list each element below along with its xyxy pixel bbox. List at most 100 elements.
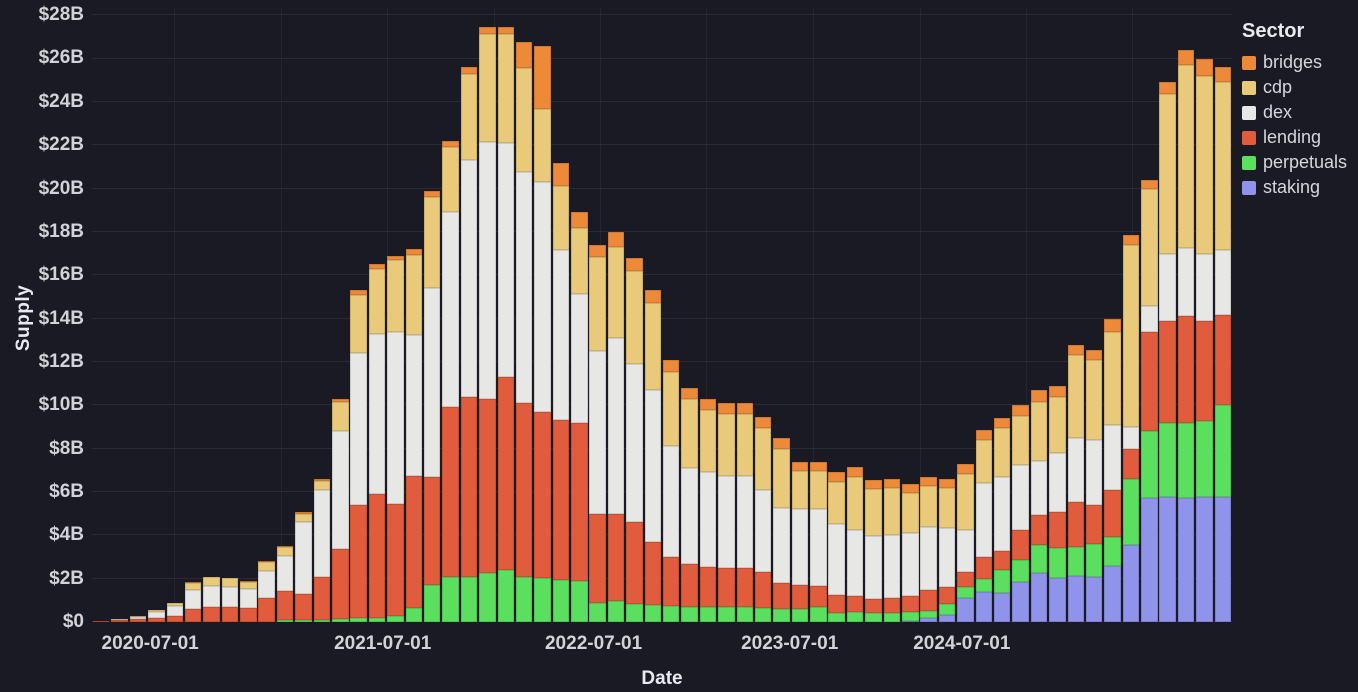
bridges-segment[interactable] — [791, 461, 809, 472]
dex-segment[interactable] — [1104, 424, 1121, 490]
bar-2021-11-01[interactable] — [442, 140, 459, 622]
cdp-segment[interactable] — [1159, 94, 1176, 254]
lending-segment[interactable] — [791, 585, 809, 609]
cdp-segment[interactable] — [699, 409, 717, 473]
lending-segment[interactable] — [313, 576, 331, 620]
cdp-segment[interactable] — [902, 493, 919, 534]
lending-segment[interactable] — [497, 377, 514, 570]
bridges-segment[interactable] — [883, 479, 901, 488]
dex-segment[interactable] — [865, 536, 882, 600]
cdp-segment[interactable] — [203, 577, 220, 586]
cdp-segment[interactable] — [938, 487, 956, 528]
perpetuals-segment[interactable] — [1122, 478, 1140, 546]
dex-segment[interactable] — [203, 585, 220, 607]
dex-segment[interactable] — [1196, 254, 1213, 322]
lending-segment[interactable] — [203, 606, 220, 622]
perpetuals-segment[interactable] — [460, 576, 478, 622]
lending-segment[interactable] — [423, 476, 441, 586]
lending-segment[interactable] — [221, 607, 239, 622]
lending-segment[interactable] — [129, 618, 147, 622]
bar-2023-10-01[interactable] — [865, 480, 882, 622]
legend-item-lending[interactable]: lending — [1242, 127, 1356, 148]
bar-2022-05-01[interactable] — [552, 162, 570, 622]
perpetuals-segment[interactable] — [1141, 431, 1158, 499]
lending-segment[interactable] — [846, 596, 864, 613]
perpetuals-segment[interactable] — [1012, 560, 1029, 582]
cdp-segment[interactable] — [552, 186, 570, 251]
lending-segment[interactable] — [736, 567, 754, 607]
bridges-segment[interactable] — [607, 231, 625, 248]
perpetuals-segment[interactable] — [681, 606, 698, 622]
bar-2022-11-01[interactable] — [663, 359, 680, 622]
staking-segment[interactable] — [1067, 576, 1084, 622]
bar-2025-03-01[interactable] — [1177, 49, 1195, 622]
lending-segment[interactable] — [276, 590, 294, 621]
lending-segment[interactable] — [1067, 501, 1084, 547]
bridges-segment[interactable] — [736, 403, 754, 414]
cdp-segment[interactable] — [313, 481, 331, 490]
dex-segment[interactable] — [975, 483, 993, 557]
bridges-segment[interactable] — [423, 190, 441, 198]
bridges-segment[interactable] — [184, 581, 202, 583]
bridges-segment[interactable] — [828, 472, 845, 483]
cdp-segment[interactable] — [1012, 416, 1029, 465]
bridges-segment[interactable] — [1012, 405, 1029, 417]
staking-segment[interactable] — [1214, 496, 1232, 622]
staking-segment[interactable] — [975, 591, 993, 622]
dex-segment[interactable] — [460, 160, 478, 397]
staking-segment[interactable] — [1012, 581, 1029, 622]
cdp-segment[interactable] — [681, 398, 698, 469]
perpetuals-segment[interactable] — [387, 615, 404, 622]
bar-2021-12-01[interactable] — [460, 67, 478, 622]
bridges-segment[interactable] — [975, 430, 993, 440]
bar-2024-06-01[interactable] — [1012, 405, 1029, 622]
perpetuals-segment[interactable] — [313, 619, 331, 622]
dex-segment[interactable] — [791, 509, 809, 586]
lending-segment[interactable] — [938, 587, 956, 604]
cdp-segment[interactable] — [1196, 75, 1213, 255]
perpetuals-segment[interactable] — [1085, 544, 1103, 577]
dex-segment[interactable] — [1122, 426, 1140, 449]
dex-segment[interactable] — [1067, 437, 1084, 502]
cdp-segment[interactable] — [460, 73, 478, 161]
lending-segment[interactable] — [1159, 320, 1176, 423]
lending-segment[interactable] — [883, 598, 901, 614]
cdp-segment[interactable] — [240, 581, 257, 590]
dex-segment[interactable] — [129, 616, 147, 619]
lending-segment[interactable] — [479, 398, 496, 574]
dex-segment[interactable] — [258, 571, 275, 599]
dex-segment[interactable] — [571, 293, 588, 423]
bridges-segment[interactable] — [534, 45, 551, 110]
bridges-segment[interactable] — [497, 27, 514, 34]
cdp-segment[interactable] — [515, 68, 533, 173]
dex-segment[interactable] — [313, 489, 331, 577]
perpetuals-segment[interactable] — [644, 604, 662, 622]
perpetuals-segment[interactable] — [571, 580, 588, 622]
dex-segment[interactable] — [166, 606, 184, 616]
bar-2023-12-01[interactable] — [902, 484, 919, 622]
bridges-segment[interactable] — [1030, 390, 1048, 403]
legend-item-dex[interactable]: dex — [1242, 102, 1356, 123]
dex-segment[interactable] — [883, 535, 901, 599]
cdp-segment[interactable] — [1030, 402, 1048, 461]
lending-segment[interactable] — [865, 599, 882, 614]
legend-item-perpetuals[interactable]: perpetuals — [1242, 152, 1356, 173]
dex-segment[interactable] — [920, 526, 937, 590]
bar-2020-04-01[interactable] — [93, 620, 110, 622]
lending-segment[interactable] — [442, 407, 459, 577]
cdp-segment[interactable] — [405, 254, 423, 335]
perpetuals-segment[interactable] — [1159, 422, 1176, 497]
perpetuals-segment[interactable] — [938, 603, 956, 616]
bar-2021-06-01[interactable] — [350, 290, 367, 622]
staking-segment[interactable] — [1085, 576, 1103, 622]
perpetuals-segment[interactable] — [957, 587, 974, 599]
bar-2025-05-01[interactable] — [1214, 67, 1232, 622]
bridges-segment[interactable] — [479, 27, 496, 34]
lending-segment[interactable] — [699, 566, 717, 607]
bridges-segment[interactable] — [754, 417, 772, 429]
lending-segment[interactable] — [240, 608, 257, 622]
dex-segment[interactable] — [552, 250, 570, 421]
dex-segment[interactable] — [1159, 253, 1176, 321]
bridges-segment[interactable] — [1196, 58, 1213, 76]
bridges-segment[interactable] — [276, 546, 294, 548]
